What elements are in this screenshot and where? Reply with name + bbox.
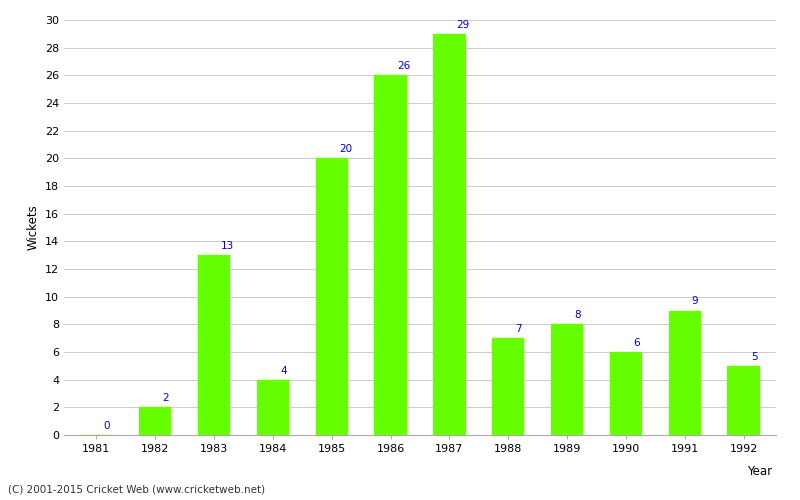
Bar <box>727 366 760 435</box>
Y-axis label: Wickets: Wickets <box>26 204 39 250</box>
Bar <box>315 158 348 435</box>
Text: 8: 8 <box>574 310 581 320</box>
Text: 2: 2 <box>162 393 169 403</box>
Text: 20: 20 <box>338 144 352 154</box>
Bar <box>492 338 525 435</box>
Text: 26: 26 <box>398 61 411 71</box>
Bar <box>257 380 289 435</box>
Bar <box>669 310 701 435</box>
Bar <box>610 352 642 435</box>
Text: 4: 4 <box>280 366 286 376</box>
Text: 9: 9 <box>692 296 698 306</box>
Text: 0: 0 <box>103 421 110 431</box>
Text: 5: 5 <box>750 352 758 362</box>
Text: (C) 2001-2015 Cricket Web (www.cricketweb.net): (C) 2001-2015 Cricket Web (www.cricketwe… <box>8 485 265 495</box>
Bar <box>198 255 230 435</box>
Text: 13: 13 <box>221 241 234 251</box>
Text: 6: 6 <box>633 338 640 348</box>
Text: Year: Year <box>747 465 772 478</box>
Bar <box>374 76 406 435</box>
Text: 7: 7 <box>515 324 522 334</box>
Bar <box>139 408 171 435</box>
Bar <box>551 324 583 435</box>
Text: 29: 29 <box>457 20 470 30</box>
Bar <box>434 34 466 435</box>
